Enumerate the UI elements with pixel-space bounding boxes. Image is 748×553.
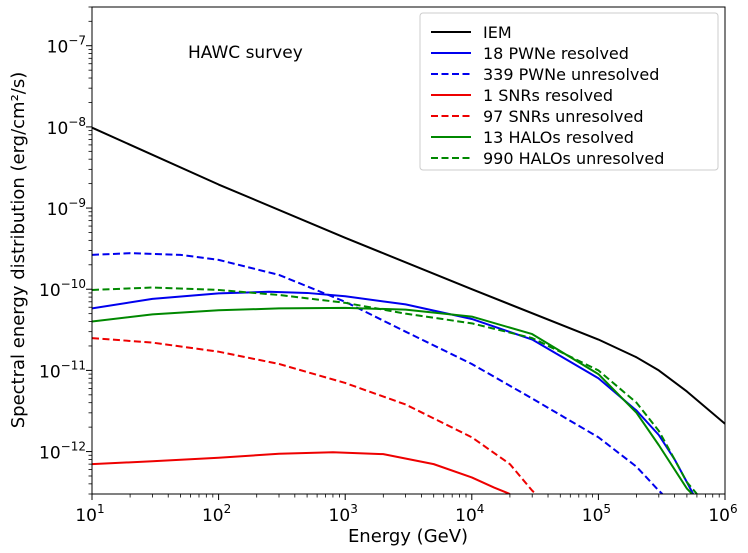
x-tick-label: 102 <box>202 502 231 526</box>
legend-label-1: 18 PWNe resolved <box>483 44 629 63</box>
series-line-0 <box>92 126 725 425</box>
x-tick-label: 106 <box>708 502 737 526</box>
legend-label-3: 1 SNRs resolved <box>483 86 613 105</box>
x-tick-label: 101 <box>75 502 104 526</box>
legend-label-6: 990 HALOs unresolved <box>483 149 664 168</box>
series-line-1 <box>92 290 695 494</box>
x-tick-label: 104 <box>455 502 484 526</box>
series-layer <box>92 126 725 494</box>
series-line-6 <box>92 286 698 494</box>
x-tick-label: 103 <box>329 502 358 526</box>
annotation-text: HAWC survey <box>188 43 303 63</box>
y-tick-label: 10−11 <box>39 358 86 382</box>
y-tick-label: 10−10 <box>39 277 86 301</box>
legend-label-4: 97 SNRs unresolved <box>483 107 644 126</box>
series-line-3 <box>92 451 511 494</box>
legend-box <box>419 12 719 171</box>
legend: IEM 18 PWNe resolved 339 PWNe unresolved 1 … <box>419 12 719 171</box>
series-line-5 <box>92 306 693 494</box>
plot-frame <box>91 6 726 495</box>
y-axis-title: Spectral energy distribution (erg/cm²/s) <box>8 72 29 429</box>
legend-label-0: IEM <box>483 23 512 42</box>
series-line-4 <box>92 337 537 494</box>
series-line-2 <box>92 252 664 494</box>
y-tick-label: 10−9 <box>47 196 86 220</box>
x-tick-label: 105 <box>582 502 611 526</box>
x-axis-title: Energy (GeV) <box>348 526 468 547</box>
y-tick-label: 10−8 <box>47 115 86 139</box>
y-tick-label: 10−12 <box>39 440 86 464</box>
legend-label-5: 13 HALOs resolved <box>483 128 634 147</box>
major-ticks <box>86 45 726 500</box>
legend-label-2: 339 PWNe unresolved <box>483 65 659 84</box>
y-tick-label: 10−7 <box>47 34 86 58</box>
minor-ticks <box>88 6 720 498</box>
tick-labels: 101 102 103 104 105 106 10−12 10−11 10−10 10−9 10−… <box>39 34 738 526</box>
